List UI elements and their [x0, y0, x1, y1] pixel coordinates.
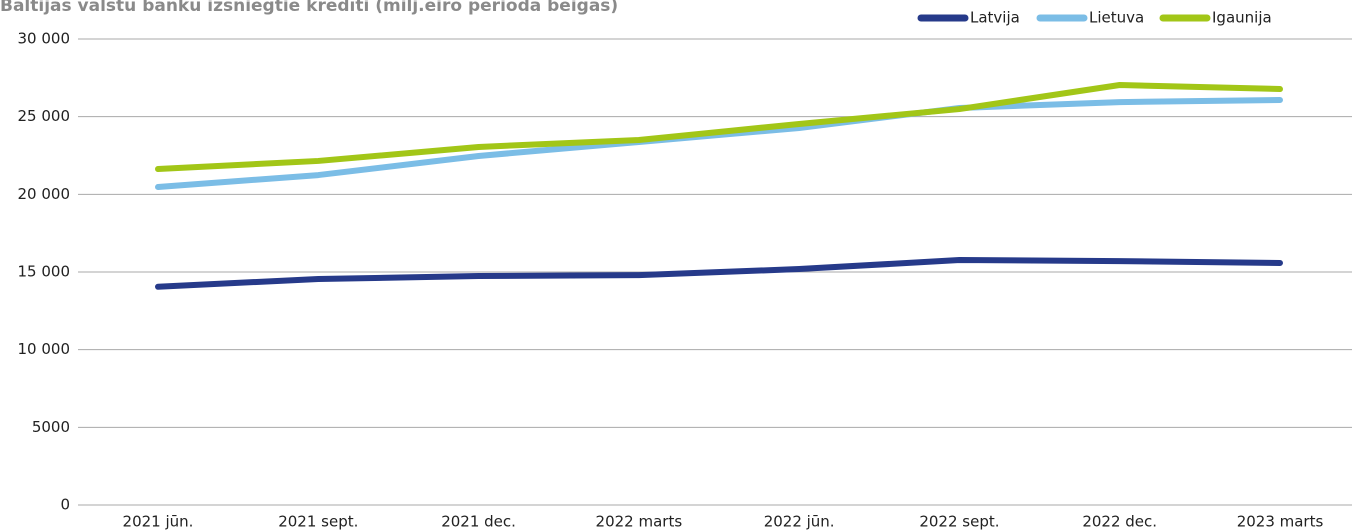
x-tick-label: 2022 marts: [596, 513, 683, 531]
line: [155, 97, 1283, 191]
chart-title: Baltijas valstu banku izsniegtie kredīti…: [0, 0, 618, 16]
legend-label: Igaunija: [1212, 9, 1272, 27]
y-tick-label: 10 000: [18, 340, 71, 358]
y-tick-label: 0: [60, 496, 70, 514]
y-tick-label: 30 000: [18, 30, 71, 48]
x-tick-label: 2022 sept.: [919, 513, 999, 531]
legend-label: Lietuva: [1089, 9, 1144, 27]
x-tick-label: 2021 jūn.: [123, 513, 194, 531]
legend-label: Latvija: [970, 9, 1020, 27]
y-tick-label: 15 000: [18, 263, 71, 281]
x-tick-label: 2022 dec.: [1082, 513, 1157, 531]
x-tick-label: 2021 dec.: [441, 513, 516, 531]
y-tick-label: 5000: [32, 418, 70, 436]
y-tick-label: 20 000: [18, 185, 71, 203]
line: [155, 257, 1283, 290]
x-tick-label: 2022 jūn.: [764, 513, 835, 531]
y-tick-label: 25 000: [18, 107, 71, 125]
line: [155, 81, 1283, 173]
x-tick-label: 2021 sept.: [278, 513, 358, 531]
x-tick-label: 2023 marts: [1237, 513, 1324, 531]
